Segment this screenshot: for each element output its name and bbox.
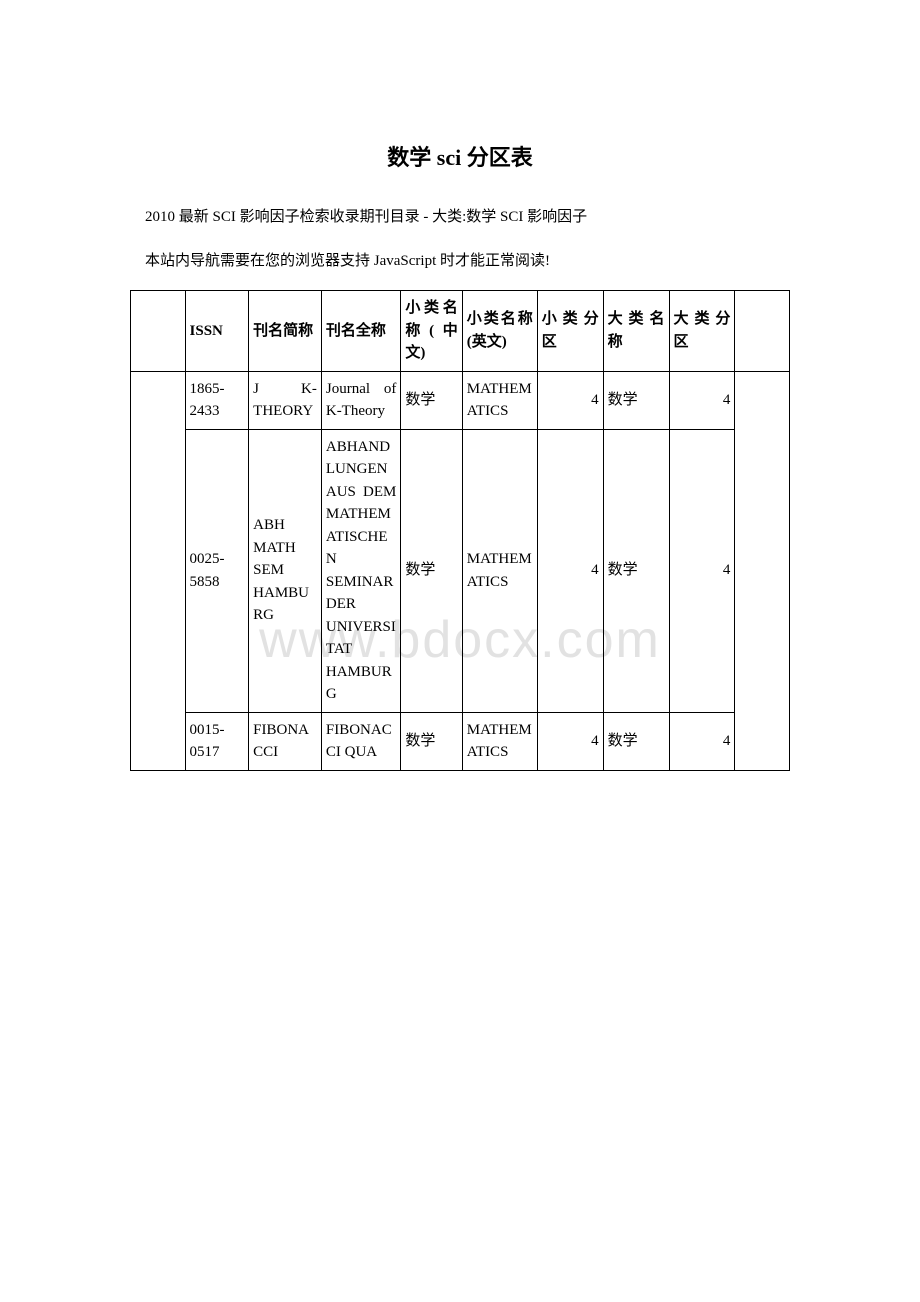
col-sub-cn: 小类名称(中文) — [401, 291, 462, 372]
cell-main-zone: 4 — [669, 429, 735, 712]
cell-main-zone: 4 — [669, 371, 735, 429]
table-row: 0015-0517 FIBONACCI FIBONACCI QUA 数学 MAT… — [131, 712, 790, 770]
col-issn: ISSN — [185, 291, 249, 372]
cell-short: ABH MATH SEM HAMBURG — [249, 429, 322, 712]
table-body: 1865-2433 J K-THEORY Journal of K-Theory… — [131, 371, 790, 770]
cell-main-name: 数学 — [603, 429, 669, 712]
table-header-row: ISSN 刊名简称 刊名全称 小类名称(中文) 小类名称(英文) 小类分区 大类… — [131, 291, 790, 372]
col-full: 刊名全称 — [321, 291, 401, 372]
cell-full: ABHANDLUNGEN AUS DEM MATHEMATISCHEN SEMI… — [321, 429, 401, 712]
sci-table: ISSN 刊名简称 刊名全称 小类名称(中文) 小类名称(英文) 小类分区 大类… — [130, 290, 790, 771]
cell-sub-zone: 4 — [537, 712, 603, 770]
cell-main-name: 数学 — [603, 371, 669, 429]
cell-sub-en: MATHEMATICS — [462, 712, 537, 770]
page-title: 数学 sci 分区表 — [130, 140, 790, 172]
cell-issn: 0025-5858 — [185, 429, 249, 712]
cell-sub-cn: 数学 — [401, 371, 462, 429]
col-main-zone: 大类分区 — [669, 291, 735, 372]
col-sub-en: 小类名称(英文) — [462, 291, 537, 372]
cell-main-name: 数学 — [603, 712, 669, 770]
cell-full: Journal of K-Theory — [321, 371, 401, 429]
cell-full: FIBONACCI QUA — [321, 712, 401, 770]
cell-issn: 1865-2433 — [185, 371, 249, 429]
table-row: 0025-5858 ABH MATH SEM HAMBURG ABHANDLUN… — [131, 429, 790, 712]
cell-short: J K-THEORY — [249, 371, 322, 429]
cell-sub-cn: 数学 — [401, 429, 462, 712]
cell-sub-en: MATHEMATICS — [462, 371, 537, 429]
intro-line-1: 2010 最新 SCI 影响因子检索收录期刊目录 - 大类:数学 SCI 影响因… — [130, 202, 790, 232]
cell-short: FIBONACCI — [249, 712, 322, 770]
cell-main-zone: 4 — [669, 712, 735, 770]
cell-sub-zone: 4 — [537, 429, 603, 712]
table-row: 1865-2433 J K-THEORY Journal of K-Theory… — [131, 371, 790, 429]
col-main-name: 大类名称 — [603, 291, 669, 372]
cell-sub-zone: 4 — [537, 371, 603, 429]
col-short: 刊名简称 — [249, 291, 322, 372]
cell-issn: 0015-0517 — [185, 712, 249, 770]
cell-sub-en: MATHEMATICS — [462, 429, 537, 712]
intro-line-2: 本站内导航需要在您的浏览器支持 JavaScript 时才能正常阅读! — [130, 246, 790, 276]
col-sub-zone: 小类分区 — [537, 291, 603, 372]
cell-sub-cn: 数学 — [401, 712, 462, 770]
